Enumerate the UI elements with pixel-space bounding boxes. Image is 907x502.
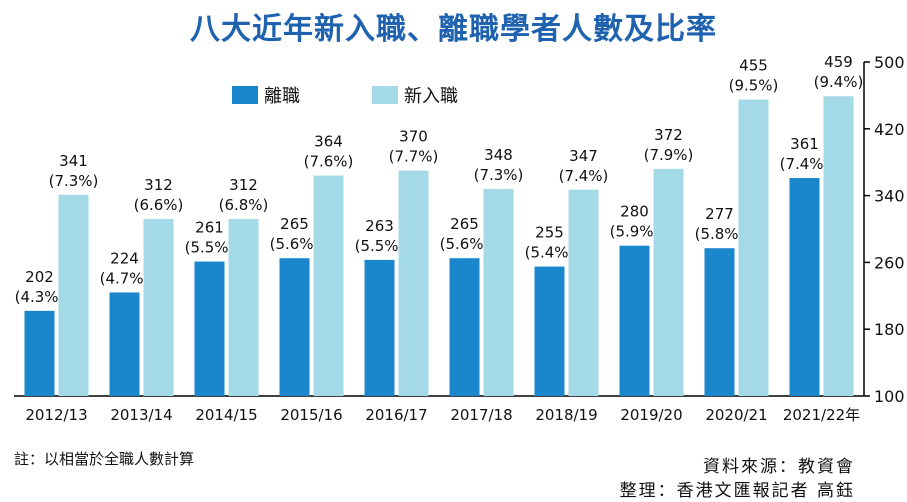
rate-label-leave: (5.8%) [695, 225, 745, 243]
value-label-new: 459 [824, 53, 853, 71]
value-label-new: 455 [739, 57, 768, 75]
bar-leave [789, 178, 820, 396]
rate-label-leave: (4.7%) [100, 269, 150, 287]
bar-leave [704, 248, 735, 396]
bar-new [568, 189, 599, 396]
bar-leave [279, 258, 310, 396]
y-tick-label: 100 [874, 387, 905, 406]
y-tick-label: 260 [874, 253, 905, 272]
value-label-new: 364 [314, 133, 343, 151]
value-label-new: 372 [654, 126, 683, 144]
rate-label-new: (6.8%) [219, 196, 269, 214]
rate-label-leave: (5.9%) [610, 223, 660, 241]
rate-label-leave: (7.4%) [780, 155, 830, 173]
value-label-leave: 361 [790, 135, 819, 153]
x-category-label: 2017/18 [450, 406, 512, 424]
value-label-new: 312 [144, 176, 173, 194]
x-category-label: 2012/13 [25, 406, 87, 424]
bar-new [823, 96, 854, 397]
value-label-new: 312 [229, 176, 258, 194]
bar-new [483, 188, 514, 396]
rate-label-leave: (4.3%) [15, 288, 65, 306]
rate-label-leave: (5.6%) [270, 235, 320, 253]
bar-new [228, 218, 259, 396]
x-category-label: 2014/15 [195, 406, 257, 424]
rate-label-leave: (5.5%) [355, 237, 405, 255]
rate-label-new: (6.6%) [134, 196, 184, 214]
rate-label-new: (7.3%) [49, 172, 99, 190]
x-category-label: 2016/17 [365, 406, 427, 424]
bar-leave [109, 292, 140, 396]
legend-label-new: 新入職 [404, 86, 458, 107]
rate-label-new: (9.5%) [729, 77, 779, 95]
bar-leave [534, 266, 565, 396]
value-label-new: 348 [484, 146, 513, 164]
bar-chart: 100 180 260 340 420 500 202 (4.3%) 341 (7.3%) 2012… [14, 53, 905, 424]
bar-new [738, 99, 769, 396]
value-label-leave: 277 [705, 205, 734, 223]
x-category-label: 2013/14 [110, 406, 172, 424]
rate-label-leave: (5.5%) [185, 239, 235, 257]
value-label-leave: 263 [365, 217, 394, 235]
bar-leave [449, 258, 480, 396]
y-tick-label: 420 [874, 120, 905, 139]
value-label-new: 347 [569, 147, 598, 165]
bar-leave [619, 245, 650, 396]
rate-label-new: (7.7%) [389, 148, 439, 166]
x-category-label: 2020/21 [705, 406, 767, 424]
x-category-label: 2015/16 [280, 406, 342, 424]
value-label-leave: 280 [620, 203, 649, 221]
bar-leave [24, 310, 55, 396]
bar-new [58, 194, 89, 396]
value-label-leave: 265 [450, 215, 479, 233]
bar-new [398, 170, 429, 396]
x-category-label: 2018/19 [535, 406, 597, 424]
bar-leave [194, 261, 225, 396]
bar-new [313, 175, 344, 396]
value-label-new: 370 [399, 128, 428, 146]
y-tick-label: 500 [874, 53, 905, 72]
rate-label-leave: (5.4%) [525, 244, 575, 262]
y-tick-label: 340 [874, 187, 905, 206]
rate-label-new: (9.4%) [814, 73, 864, 91]
legend-swatch-leave [232, 86, 258, 104]
rate-label-new: (7.4%) [559, 167, 609, 185]
source-credit: 資料來源：教資會 [703, 457, 855, 477]
editor-credit: 整理：香港文匯報記者 高鈺 [619, 481, 855, 501]
value-label-leave: 265 [280, 215, 309, 233]
bar-leave [364, 259, 395, 396]
value-label-leave: 255 [535, 224, 564, 242]
legend-label-leave: 離職 [264, 86, 300, 107]
value-label-new: 341 [59, 152, 88, 170]
chart-title: 八大近年新入職、離職學者人數及比率 [190, 12, 717, 47]
bar-new [653, 168, 684, 396]
x-category-label: 2021/22年 [783, 406, 860, 424]
rate-label-new: (7.3%) [474, 166, 524, 184]
value-label-leave: 261 [195, 219, 224, 237]
rate-label-leave: (5.6%) [440, 235, 490, 253]
value-label-leave: 202 [25, 268, 54, 286]
rate-label-new: (7.6%) [304, 153, 354, 171]
y-tick-label: 180 [874, 320, 905, 339]
rate-label-new: (7.9%) [644, 146, 694, 164]
x-category-label: 2019/20 [620, 406, 682, 424]
legend-swatch-new [372, 86, 398, 104]
footnote: 註：以相當於全職人數計算 [14, 450, 195, 468]
bar-new [143, 218, 174, 396]
value-label-leave: 224 [110, 249, 139, 267]
